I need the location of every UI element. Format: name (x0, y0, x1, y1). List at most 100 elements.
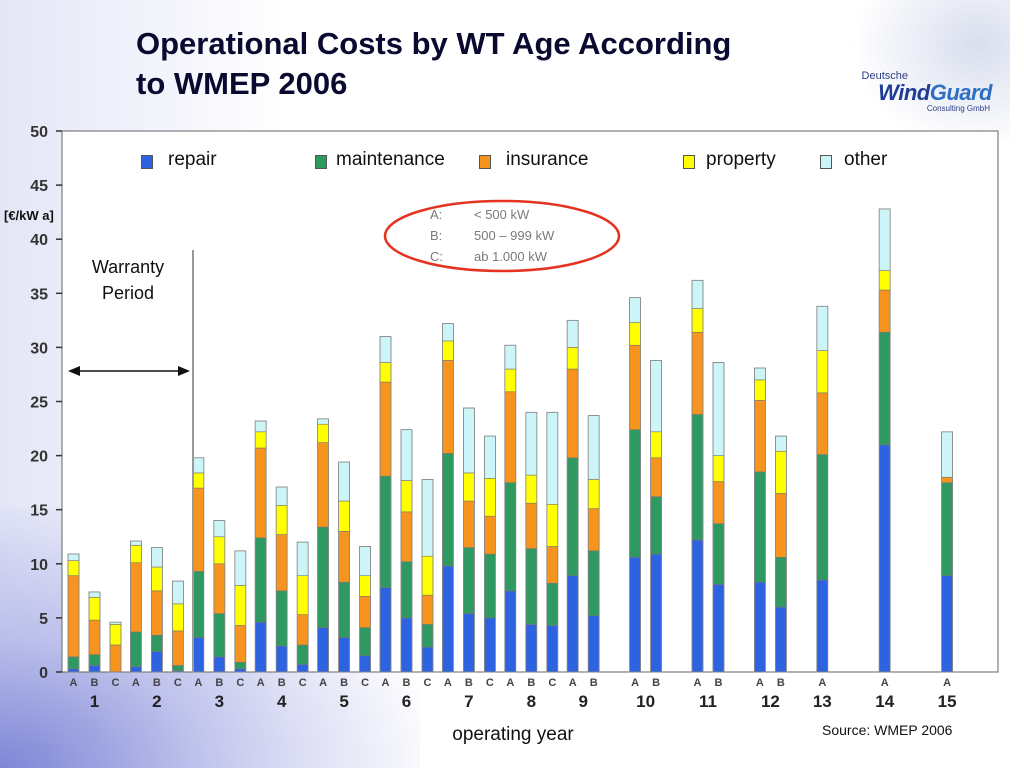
bar-segment-other (463, 407, 475, 474)
bar-segment-maintenance (775, 557, 787, 608)
x-tick-label-year: 13 (813, 692, 832, 711)
bar-class-label: A (257, 677, 265, 689)
bar-segment-insurance (234, 625, 247, 663)
bar-segment-property (151, 566, 163, 592)
legend-swatch-insurance (479, 155, 491, 169)
bar-segment-repair (421, 646, 434, 673)
bar-segment-other (338, 461, 350, 502)
bar-outline (629, 297, 641, 673)
bar-segment-insurance (484, 515, 496, 555)
bar-segment-maintenance (254, 537, 267, 623)
bar-segment-maintenance (88, 654, 101, 666)
bar-segment-repair (192, 637, 205, 673)
bar-segment-insurance (566, 368, 579, 459)
bar-segment-insurance (213, 563, 226, 614)
bar-class-label: C (236, 677, 244, 689)
note-c: C: ab 1.000 kW (430, 246, 554, 267)
x-tick-label-year: 11 (699, 692, 717, 711)
bar-class-label: B (465, 677, 473, 689)
legend-swatch-other (820, 155, 832, 169)
bar-segment-insurance (379, 381, 392, 477)
bar-segment-other (317, 418, 329, 425)
bar-class-label: B (153, 677, 161, 689)
bar-class-label: B (527, 677, 535, 689)
bar-segment-property (275, 505, 288, 535)
bar-outline (587, 415, 600, 673)
bar-segment-other (484, 435, 496, 479)
warranty-line-2: Period (101, 283, 155, 303)
bar-segment-property (442, 340, 454, 361)
bar-segment-other (525, 412, 538, 476)
bar-segment-insurance (816, 392, 829, 455)
bar-segment-insurance (525, 502, 538, 549)
bar-segment-property (67, 560, 80, 577)
bar-segment-insurance (192, 487, 205, 572)
bar-outline (650, 359, 662, 673)
x-tick-label-year: 6 (402, 692, 411, 711)
y-tick-label: 20 (30, 449, 48, 466)
bar-segment-property (254, 431, 267, 449)
bar-class-label: C (548, 677, 556, 689)
bar-outline (150, 547, 163, 673)
bar-segment-maintenance (442, 453, 454, 567)
bar-segment-insurance (421, 594, 434, 625)
bar-segment-insurance (650, 457, 662, 498)
bar-segment-other (296, 541, 309, 577)
x-tick-label-year: 3 (215, 692, 224, 711)
warranty-period-box: Warranty Period (68, 248, 188, 334)
warranty-arrow-right-icon (178, 366, 190, 376)
bar-segment-insurance (587, 508, 600, 552)
x-tick-label-year: 4 (277, 692, 287, 711)
bar-segment-other (400, 429, 413, 481)
y-tick-label: 40 (30, 232, 48, 249)
bar-segment-repair (379, 587, 392, 673)
x-tick-label-year: 1 (90, 692, 99, 711)
bar-segment-property (754, 379, 766, 401)
bar-segment-repair (629, 557, 641, 673)
bar-segment-property (109, 624, 122, 646)
highlight-ellipse (383, 199, 621, 273)
bar-segment-property (400, 480, 413, 513)
bar-segment-maintenance (878, 331, 891, 446)
bar-segment-maintenance (234, 661, 247, 670)
bar-class-label: A (694, 677, 702, 689)
bar-segment-repair (484, 617, 496, 673)
bar-segment-repair (754, 581, 766, 673)
bar-segment-other (130, 540, 142, 546)
bar-segment-insurance (151, 590, 163, 636)
bar-class-label: A (881, 677, 889, 689)
bar-segment-maintenance (650, 496, 662, 555)
bar-segment-repair (317, 627, 329, 673)
x-axis-label: operating year (430, 716, 596, 752)
y-tick-label: 5 (39, 611, 48, 628)
logo-top-text: Deutsche (861, 70, 908, 82)
bar-segment-property (130, 545, 142, 564)
bar-segment-repair (816, 579, 829, 673)
title-line-1: Operational Costs by WT Age According (136, 26, 732, 61)
bar-segment-insurance (109, 644, 122, 673)
bar-segment-property (629, 322, 641, 346)
bar-class-label: B (777, 677, 785, 689)
bar-segment-maintenance (151, 634, 163, 652)
bar-segment-property (712, 455, 725, 482)
warranty-line-1: Warranty (91, 257, 165, 277)
logo-wind-text: Wind (878, 80, 930, 105)
bar-class-label: B (590, 677, 598, 689)
bar-segment-repair (775, 606, 787, 673)
bar-segment-other (650, 360, 662, 433)
bar-segment-maintenance (213, 613, 226, 658)
bar-segment-repair (878, 444, 891, 673)
legend-swatch-maintenance (315, 155, 327, 169)
bar-segment-repair (712, 584, 725, 673)
bar-class-label: A (756, 677, 764, 689)
bar-class-label: A (194, 677, 202, 689)
bar-outline (359, 546, 372, 673)
legend-property-label: property (706, 149, 776, 170)
legend-repair: repair (158, 146, 248, 176)
bar-outline (878, 208, 891, 673)
legend-swatch-property (683, 155, 695, 169)
logo-swirl-icon (850, 0, 1010, 150)
y-tick-label: 10 (30, 557, 48, 574)
bar-outline (234, 550, 247, 673)
bar-segment-insurance (691, 331, 704, 415)
